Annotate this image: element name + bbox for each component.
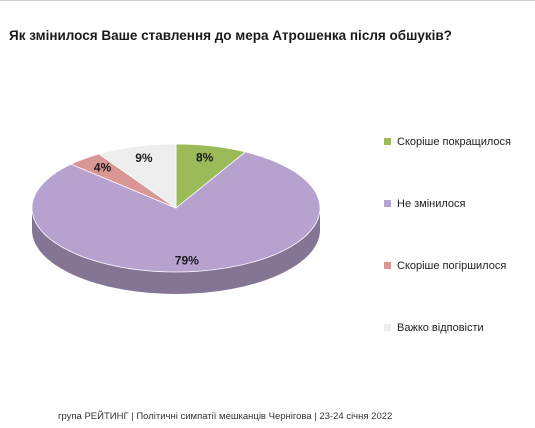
legend-swatch [384,137,391,145]
legend-swatch [384,323,391,331]
legend-label: Важко відповісти [397,322,484,335]
legend-item-3: Важко відповісти [384,322,484,336]
legend-label: Скоріше покращилося [397,136,511,149]
legend-item-0: Скоріше покращилося [384,136,511,150]
footer-source: група РЕЙТИНГ | Політичні симпатії мешка… [58,411,393,422]
top-divider [0,0,535,7]
legend-label: Скоріше погіршилося [397,260,507,273]
pie-slice-label-0: 8% [196,150,214,164]
pie-slice-label-3: 9% [135,151,153,165]
legend-item-1: Не змінилося [384,198,466,212]
legend-item-2: Скоріше погіршилося [384,260,506,274]
pie-slice-label-2: 4% [94,161,112,175]
legend-swatch [384,261,391,269]
legend-swatch [384,199,391,207]
pie-slice-side-1 [32,208,320,294]
pie-slice-1 [31,151,321,273]
pie-slice-3 [97,143,177,209]
pie-slice-label-1: 79% [175,253,199,267]
legend-label: Не змінилося [397,198,466,211]
chart-title: Як змінилося Ваше ставлення до мера Атро… [9,28,452,43]
